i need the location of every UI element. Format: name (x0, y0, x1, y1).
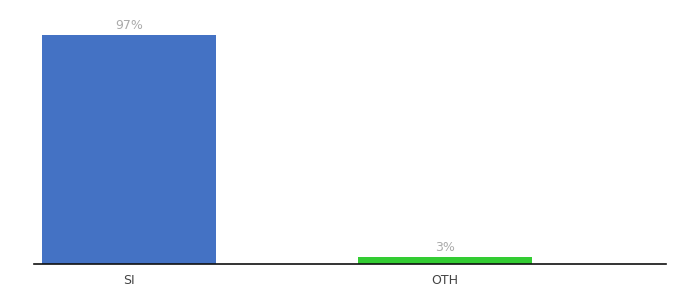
Bar (358, 257, 532, 264)
Bar (42, 35, 216, 264)
Text: 3%: 3% (435, 241, 455, 254)
Text: 97%: 97% (115, 19, 143, 32)
